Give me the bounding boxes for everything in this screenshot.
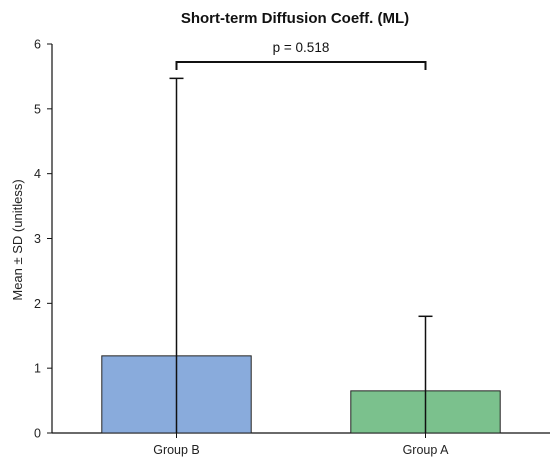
y-tick-label: 2 (34, 297, 41, 311)
y-tick-label: 0 (34, 427, 41, 441)
x-tick-label: Group A (403, 443, 450, 457)
y-tick-label: 5 (34, 102, 41, 116)
x-tick-label: Group B (153, 443, 200, 457)
y-axis-label: Mean ± SD (unitless) (10, 179, 25, 300)
y-tick-label: 1 (34, 362, 41, 376)
chart-title: Short-term Diffusion Coeff. (ML) (181, 10, 409, 27)
y-tick-label: 4 (34, 167, 41, 181)
significance-label: p = 0.518 (273, 40, 330, 55)
y-tick-label: 3 (34, 232, 41, 246)
significance-bracket (175, 61, 427, 70)
plot-area: 0 1 2 3 4 5 6 Group B Group A (34, 38, 550, 457)
y-tick-label: 6 (34, 38, 41, 52)
